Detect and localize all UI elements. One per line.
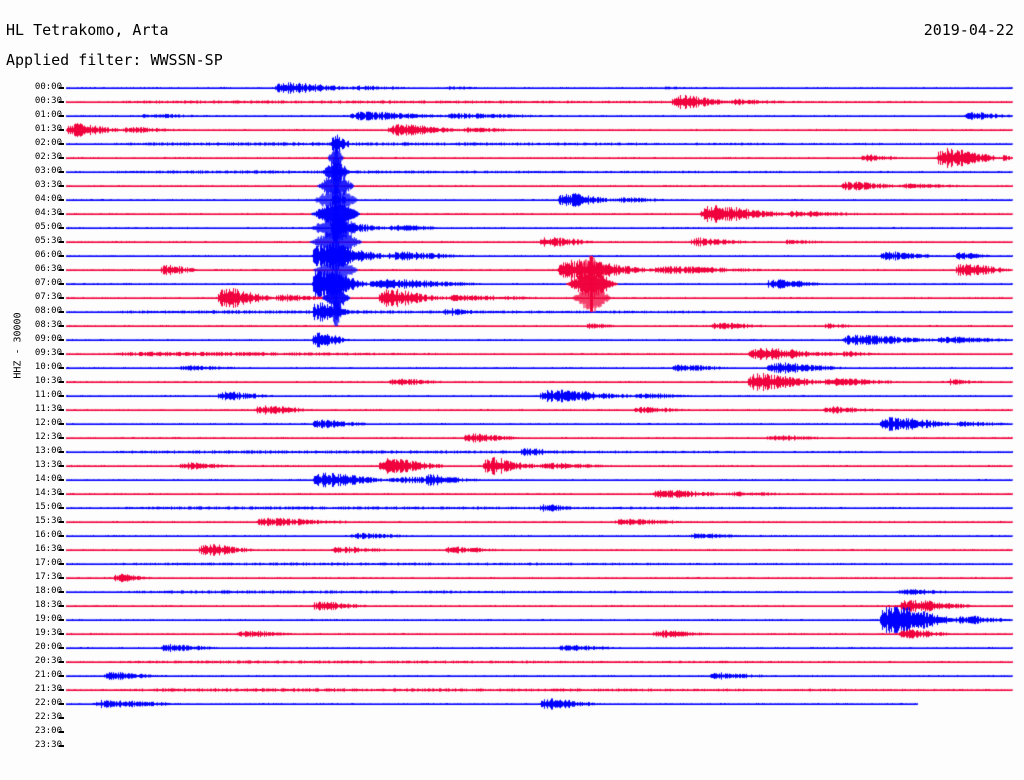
helicorder-plot: 00:0000:3001:0001:3002:0002:3003:0003:30… bbox=[0, 80, 1024, 776]
station-title: HL Tetrakomo, Arta bbox=[6, 21, 169, 39]
applied-filter-label: Applied filter: WWSSN-SP bbox=[6, 51, 223, 69]
seismogram-traces-canvas bbox=[0, 80, 1024, 776]
date-label: 2019-04-22 bbox=[923, 21, 1014, 39]
